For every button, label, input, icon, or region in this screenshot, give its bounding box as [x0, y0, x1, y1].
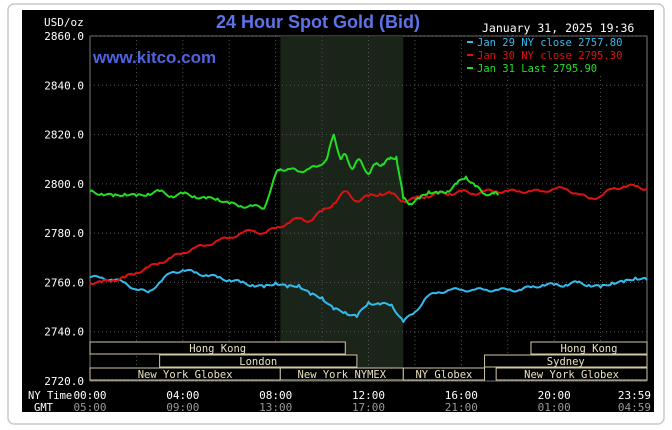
x-tick-label-gmt: 13:00: [259, 401, 292, 414]
series-lines: [89, 133, 648, 323]
session-label: Hong Kong: [561, 343, 618, 355]
y-tick-label: 2800.0: [44, 178, 84, 191]
legend-label: Jan 29 NY close 2757.80: [477, 37, 622, 49]
brand-watermark: www.kitco.com: [92, 48, 216, 67]
y-tick-label: 2780.0: [44, 227, 84, 240]
ny-session-shade: [280, 36, 404, 381]
legend-label: Jan 30 NY close 2795.30: [477, 50, 622, 62]
series-line: [89, 268, 648, 323]
x-tick-label-gmt: 09:00: [166, 401, 199, 414]
session-label: New York Globex: [138, 369, 233, 381]
x-tick-label-ny: 23:59: [618, 389, 651, 402]
x-tick-label-ny: 00:00: [73, 389, 106, 402]
y-tick-label: 2840.0: [44, 79, 84, 92]
chart-title: 24 Hour Spot Gold (Bid): [216, 12, 420, 32]
y-tick-label: 2860.0: [44, 30, 84, 43]
series-line: [89, 133, 500, 210]
series-line: [89, 183, 648, 286]
x-tick-label-gmt: 04:59: [618, 401, 651, 414]
session-bar: [530, 341, 648, 355]
x-tick-label-ny: 16:00: [445, 389, 478, 402]
y-axis-unit: USD/oz: [44, 16, 84, 29]
gmt-label: GMT: [34, 402, 54, 414]
legend-label: Jan 31 Last 2795.90: [477, 63, 597, 75]
session-bar: [402, 367, 486, 381]
x-tick-label-ny: 20:00: [538, 389, 571, 402]
session-bar: [89, 341, 346, 355]
session-label: NY Globex: [415, 369, 472, 381]
legend-box: [463, 37, 643, 75]
y-tick-label: 2740.0: [44, 326, 84, 339]
session-bar: [495, 367, 648, 381]
x-tick-label-ny: 12:00: [352, 389, 385, 402]
ny-time-label: NY Time: [28, 390, 72, 402]
timestamp: January 31, 2025 19:36: [482, 21, 634, 35]
session-bar: [159, 354, 358, 368]
y-tick-label: 2760.0: [44, 276, 84, 289]
session-label: New York Globex: [524, 369, 619, 381]
session-bar: [484, 354, 648, 368]
x-tick-label-ny: 08:00: [259, 389, 292, 402]
session-label: New York NYMEX: [298, 369, 387, 381]
session-label: Hong Kong: [189, 343, 246, 355]
grid-lines: [90, 35, 647, 382]
x-tick-label-gmt: 21:00: [445, 401, 478, 414]
y-tick-label: 2820.0: [44, 129, 84, 142]
x-tick-label-gmt: 17:00: [352, 401, 385, 414]
y-axis-ticks: 2860.0 2840.0 2820.0 2800.0 2780.0 2760.0 2740…: [44, 30, 84, 388]
session-label: Sydney: [547, 356, 585, 368]
session-label: London: [239, 356, 277, 368]
x-tick-label-gmt: 05:00: [73, 401, 106, 414]
y-tick-label: 2720.0: [44, 375, 84, 388]
x-tick-label-gmt: 01:00: [538, 401, 571, 414]
x-tick-label-ny: 04:00: [166, 389, 199, 402]
